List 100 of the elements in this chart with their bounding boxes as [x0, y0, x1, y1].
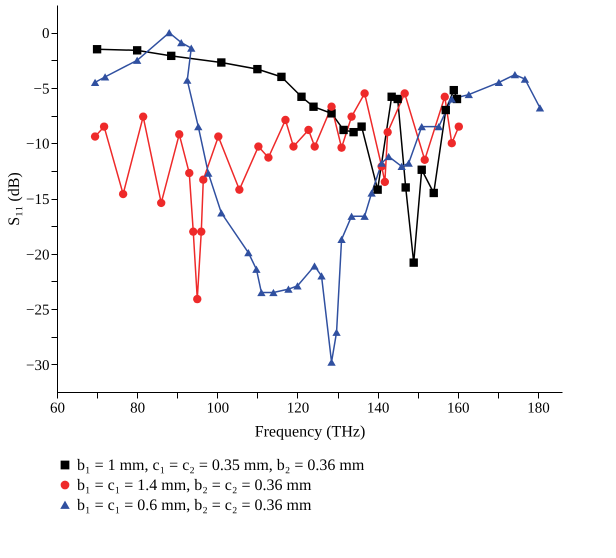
point: [373, 185, 382, 194]
point: [100, 73, 110, 80]
y-tick-label: −30: [26, 358, 50, 374]
y-tick-label: −10: [26, 136, 50, 153]
y-tick-label: −15: [26, 192, 50, 208]
x-tick-label: 60: [50, 400, 65, 416]
point: [347, 112, 356, 121]
point: [430, 188, 438, 198]
point: [214, 132, 222, 141]
point: [175, 130, 184, 139]
y-axis-title: S₁₁ (dB): [6, 172, 24, 226]
point: [309, 102, 318, 111]
point: [360, 212, 369, 220]
legend-label: b₁ = c₁ = 0.6 mm, b₂ = c₂ = 0.36 mm: [77, 497, 312, 514]
y-tick-label: −25: [26, 302, 50, 319]
point: [398, 162, 406, 170]
y-tick-label: −20: [26, 247, 50, 264]
point: [244, 249, 253, 256]
point: [217, 209, 226, 216]
point: [252, 266, 261, 273]
point: [253, 64, 262, 74]
point: [337, 236, 346, 244]
point: [434, 123, 443, 130]
point: [404, 159, 413, 167]
point: [402, 183, 410, 192]
point: [277, 72, 286, 82]
point: [448, 95, 456, 103]
point: [297, 92, 306, 101]
point: [494, 78, 504, 86]
point: [310, 142, 319, 151]
point: [332, 328, 341, 336]
point: [289, 142, 298, 151]
x-tick-label: 180: [527, 400, 550, 416]
point: [420, 156, 429, 164]
point: [367, 189, 376, 197]
point: [281, 116, 290, 124]
point: [337, 143, 346, 152]
point: [339, 126, 348, 134]
point: [349, 128, 358, 136]
point: [448, 139, 456, 148]
point: [235, 185, 244, 194]
point: [138, 112, 148, 121]
legend-label: b₁ = 1 mm, c₁ = c₂ = 0.35 mm, b₂ = 0.36 mm: [77, 457, 365, 474]
point: [254, 142, 263, 151]
point: [536, 104, 544, 112]
point: [199, 176, 208, 184]
point: [189, 227, 198, 236]
point: [165, 29, 174, 36]
point: [357, 122, 366, 131]
point: [400, 89, 409, 98]
point: [418, 166, 426, 174]
point: [510, 71, 520, 78]
point: [132, 56, 142, 64]
point: [304, 126, 313, 134]
point: [450, 86, 458, 94]
point: [360, 89, 369, 98]
point: [442, 106, 450, 114]
point: [187, 44, 196, 52]
point: [383, 128, 392, 136]
point: [217, 58, 226, 67]
point: [380, 178, 390, 186]
point: [118, 190, 128, 198]
point: [384, 152, 393, 160]
point: [197, 227, 206, 236]
point: [185, 168, 194, 178]
point: [293, 282, 302, 290]
x-axis-title: Frequency (THz): [254, 424, 366, 440]
point: [194, 123, 202, 130]
x-tick-label: 120: [286, 400, 310, 416]
point: [377, 159, 386, 167]
point: [284, 286, 293, 293]
point: [410, 258, 418, 267]
y-tick-label: −5: [34, 81, 50, 98]
point: [177, 38, 186, 46]
x-tick-label: 100: [206, 400, 230, 416]
point: [269, 288, 278, 296]
legend-label: b₁ = c₁ = 1.4 mm, b₂ = c₂ = 0.36 mm: [77, 477, 312, 494]
x-tick-label: 80: [130, 400, 146, 416]
point: [418, 123, 426, 130]
x-tick-label: 140: [366, 400, 390, 416]
point: [193, 294, 202, 304]
point: [132, 46, 142, 55]
point: [92, 45, 102, 54]
point: [317, 272, 326, 280]
point: [183, 76, 192, 84]
point: [157, 198, 166, 208]
point: [464, 90, 473, 98]
point: [257, 288, 266, 296]
y-tick-label: 0: [42, 26, 50, 42]
point: [167, 52, 176, 60]
point: [264, 153, 273, 162]
point: [100, 122, 108, 131]
point: [520, 75, 530, 83]
point: [90, 78, 100, 86]
x-tick-label: 160: [447, 400, 470, 416]
point: [90, 132, 100, 141]
point: [347, 212, 356, 220]
point: [327, 102, 336, 111]
point: [310, 262, 319, 270]
point: [204, 169, 212, 177]
